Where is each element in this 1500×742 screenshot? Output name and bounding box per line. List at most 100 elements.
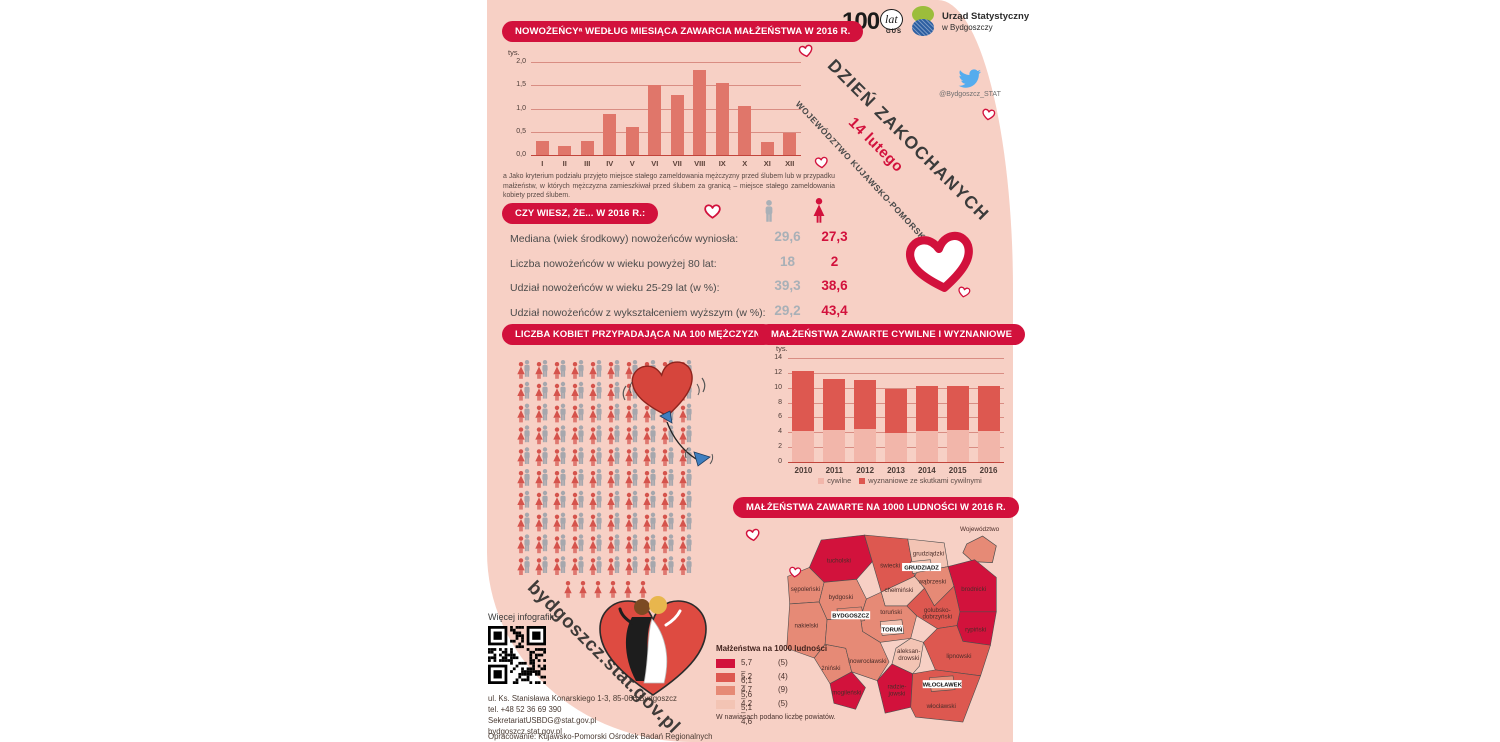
city-label-chip bbox=[831, 611, 871, 620]
y-tick-label: 0,5 bbox=[516, 127, 526, 135]
grid-line bbox=[788, 462, 1004, 463]
bar-month-I bbox=[535, 141, 549, 155]
bar-month-X bbox=[738, 106, 752, 155]
district-label: rypiński bbox=[965, 626, 986, 633]
couple-pictogram bbox=[589, 512, 602, 532]
couple-pictogram bbox=[643, 556, 656, 575]
chart1-unit-label: tys. bbox=[508, 48, 520, 57]
address-line: ul. Ks. Stanisława Konarskiego 1-3, 85-0… bbox=[488, 694, 677, 703]
district-label: golubsko-dobrzyński bbox=[922, 607, 952, 621]
district-label: lipnowski bbox=[946, 653, 971, 660]
legend-label: cywilne bbox=[827, 476, 852, 485]
grid-line bbox=[531, 155, 801, 156]
y-tick-label: 2 bbox=[778, 443, 782, 451]
couple-pictogram bbox=[553, 403, 566, 423]
couple-pictogram bbox=[517, 490, 530, 510]
map-legend-swatch bbox=[716, 686, 735, 695]
gus-100-gus: GUS bbox=[886, 29, 903, 35]
district-label: inowrocławski bbox=[848, 658, 886, 665]
x-tick-label: X bbox=[742, 159, 748, 168]
map-legend-range: 4,2 – 4,6 bbox=[741, 698, 753, 726]
y-tick-label: 8 bbox=[778, 398, 782, 406]
y-tick-label: 1,0 bbox=[516, 104, 526, 112]
section-title-marriage-types: MAŁŻEŃSTWA ZAWARTE CYWILNE I WYZNANIOWE bbox=[758, 324, 1026, 345]
district-label: aleksan-drowski bbox=[897, 648, 920, 662]
chart2-unit-label: tys. bbox=[776, 344, 788, 353]
city-label-chip bbox=[922, 680, 962, 689]
facts-table: Mediana (wiek środkowy) nowożeńców wynio… bbox=[510, 228, 850, 326]
fact-value-male: 29,2 bbox=[774, 302, 801, 318]
x-tick-label: I bbox=[541, 159, 544, 168]
couple-pictogram bbox=[517, 403, 530, 423]
bar-segment-wyznaniowe bbox=[915, 386, 938, 431]
extra-woman-pictogram bbox=[579, 581, 587, 598]
district-label: chełmiński bbox=[884, 587, 913, 594]
x-tick-label: 2013 bbox=[887, 466, 905, 475]
map-legend-swatch bbox=[716, 659, 735, 668]
couple-pictogram bbox=[643, 512, 656, 532]
couple-pictogram bbox=[589, 556, 602, 575]
y-tick-label: 10 bbox=[774, 383, 782, 391]
couple-pictogram bbox=[553, 381, 566, 401]
couple-pictogram bbox=[517, 556, 530, 575]
couple-pictogram bbox=[571, 425, 584, 445]
district-mogilenski bbox=[829, 671, 866, 710]
map-legend-count: (5) bbox=[778, 658, 788, 667]
x-tick-label: XII bbox=[785, 159, 795, 168]
district-label: żniński bbox=[822, 665, 841, 672]
couple-pictogram bbox=[679, 556, 692, 575]
grid-line bbox=[788, 372, 1004, 374]
fact-label: Mediana (wiek środkowy) nowożeńców wynio… bbox=[510, 233, 739, 245]
district-label: mogileński bbox=[832, 689, 861, 696]
bar-segment-cywilne bbox=[854, 428, 877, 462]
bar-month-VII bbox=[670, 94, 684, 155]
couple-pictogram bbox=[535, 469, 548, 488]
couple-pictogram bbox=[553, 360, 566, 379]
bar-month-III bbox=[580, 141, 594, 155]
couple-pictogram bbox=[607, 534, 620, 554]
district-label: włocławski bbox=[926, 703, 956, 710]
legend-label: wyznaniowe ze skutkami cywilnymi bbox=[868, 476, 982, 485]
heart-icon bbox=[958, 286, 971, 298]
city-label-chip bbox=[881, 624, 903, 634]
map-legend-title: Małżeństwa na 1000 ludności bbox=[716, 644, 828, 653]
fact-value-male: 39,3 bbox=[774, 278, 801, 293]
female-icon bbox=[813, 198, 825, 223]
heart-icon bbox=[982, 108, 996, 121]
address-line: bydgoszcz.stat.gov.pl bbox=[488, 726, 562, 736]
heart-balloon-illustration bbox=[622, 361, 714, 467]
fact-value-female: 27,3 bbox=[821, 229, 848, 244]
y-tick-label: 1,5 bbox=[516, 81, 526, 89]
voivodeship-inset-label: Województwo bbox=[960, 526, 1000, 533]
heart-icon bbox=[905, 231, 973, 292]
x-tick-label: 2014 bbox=[917, 466, 936, 475]
logo-green-circle bbox=[912, 6, 934, 23]
section-title-women-per-men: LICZBA KOBIET PRZYPADAJĄCA NA 100 MĘŻCZY… bbox=[502, 324, 774, 345]
bar-segment-wyznaniowe bbox=[977, 385, 1000, 431]
facts-row: Udział nowożeńców w wieku 25-29 lat (w %… bbox=[510, 277, 850, 302]
couple-pictogram bbox=[607, 556, 620, 575]
grid-line bbox=[531, 62, 801, 63]
civil-religious-marriages-chart: 2010 2011 2012 2013 2014 2015 2016 bbox=[788, 358, 1004, 475]
bar-month-XI bbox=[760, 141, 774, 155]
statistical-office-name: Urząd Statystyczny w Bydgoszczy bbox=[942, 11, 1029, 32]
couple-pictogram bbox=[535, 447, 548, 466]
couple-pictogram bbox=[589, 403, 602, 423]
couple-pictogram bbox=[661, 512, 674, 532]
couple-pictogram bbox=[589, 534, 602, 554]
extra-woman-pictogram bbox=[564, 581, 572, 598]
grid-line bbox=[531, 85, 801, 87]
district-label: świecki bbox=[880, 563, 900, 570]
logo-blue-circle bbox=[912, 19, 934, 36]
bar-month-IV bbox=[603, 113, 617, 155]
district-label: GRUDZIĄDZ bbox=[904, 566, 939, 572]
couple-illustration bbox=[599, 596, 707, 696]
couple-pictogram bbox=[571, 556, 584, 575]
couple-pictogram bbox=[535, 403, 548, 423]
x-tick-label: 2010 bbox=[794, 466, 813, 475]
couple-pictogram bbox=[571, 469, 584, 488]
couple-pictogram bbox=[589, 469, 602, 488]
heart-icon bbox=[798, 44, 813, 58]
qr-code bbox=[488, 626, 546, 684]
